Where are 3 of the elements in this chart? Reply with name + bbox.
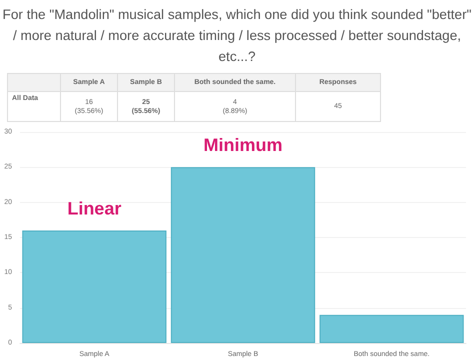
annotation: Linear — [67, 198, 122, 218]
chart-title: For the "Mandolin" musical samples, which one did you think sounded "better" / more natural / more accurate timing / less processed / better soundstage, etc...? — [2, 6, 472, 66]
annotation: Minimum — [204, 135, 282, 156]
